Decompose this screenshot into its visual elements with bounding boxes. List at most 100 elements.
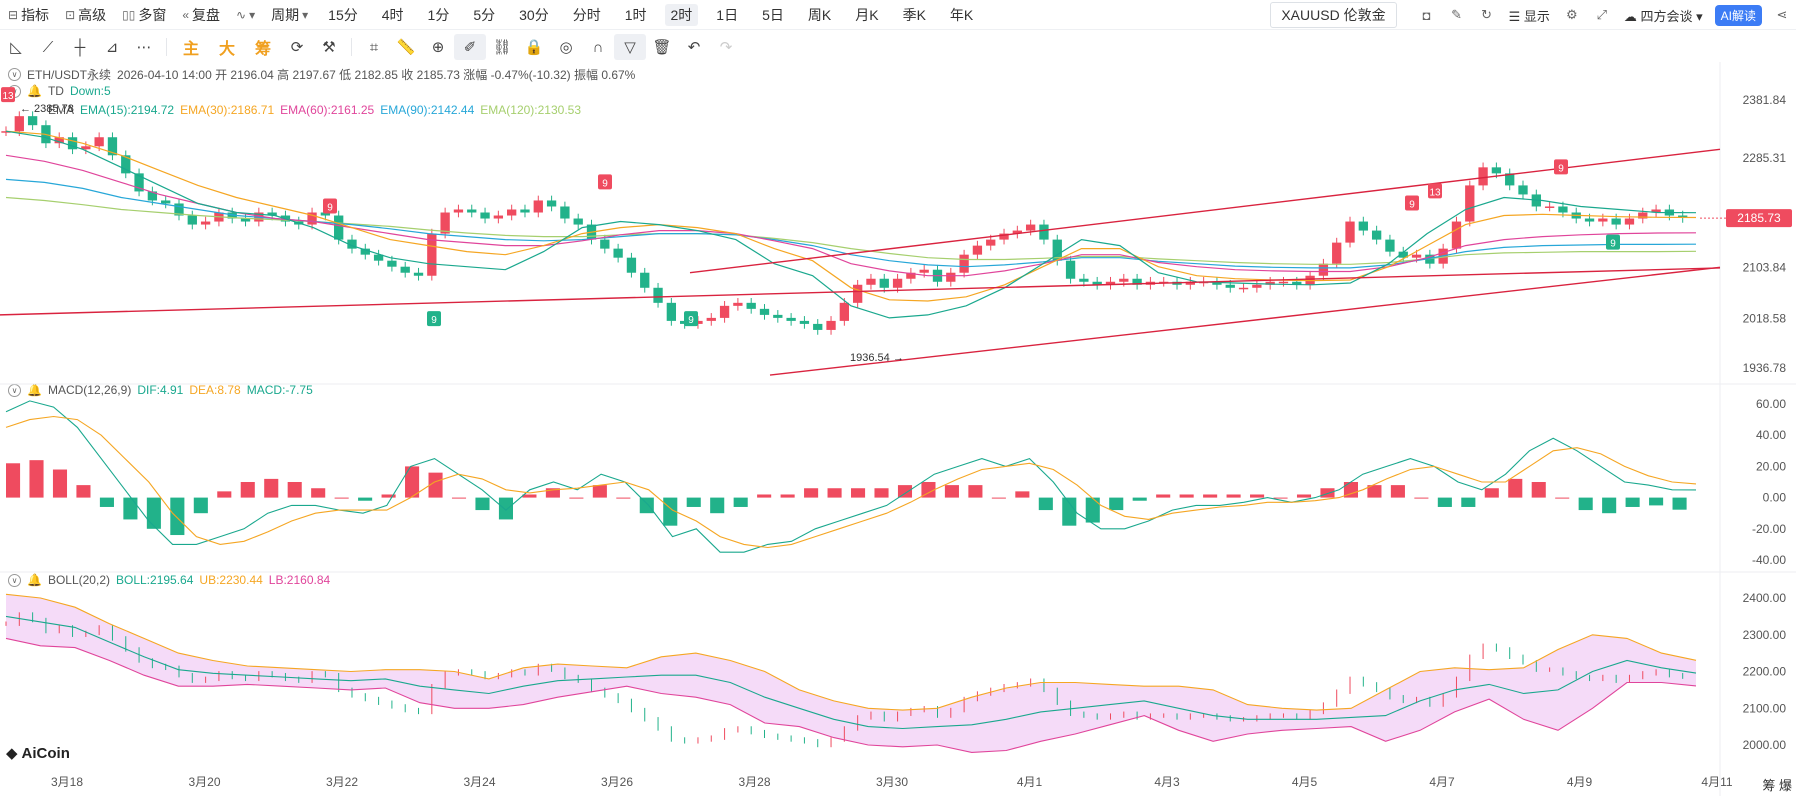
period-tab[interactable]: 5日: [762, 6, 784, 23]
trend-angle-icon[interactable]: ◺: [10, 39, 22, 56]
macd-hist-bar: [1508, 478, 1523, 498]
aicoin-logo: ◆ AiCoin: [6, 744, 70, 763]
candle-body: [14, 116, 24, 132]
period-tab[interactable]: 15分: [328, 6, 358, 23]
big-order-button[interactable]: 大: [218, 41, 235, 58]
price-tick-label: 2381.84: [1743, 93, 1787, 107]
candle-body: [1092, 281, 1102, 285]
period-tab[interactable]: 1分: [427, 6, 450, 23]
candle-body: [507, 209, 517, 216]
x-tick-label: 3月26: [601, 775, 633, 789]
bell-icon[interactable]: 🔔: [27, 383, 42, 397]
channel-upper-line: [689, 148, 1721, 274]
candle-body: [852, 284, 863, 303]
multi-window-label: 多窗: [138, 6, 167, 23]
candle-body: [480, 212, 490, 219]
macd-hist-bar: [545, 488, 560, 498]
candle-body: [1518, 185, 1528, 195]
eye-icon[interactable]: ◎: [559, 39, 573, 56]
candle-body: [1411, 254, 1422, 258]
line-tool-icon[interactable]: ⟋: [42, 38, 54, 56]
period-tab[interactable]: 4时: [381, 6, 404, 23]
x-tick-label: 4月5: [1292, 775, 1318, 789]
period-tab[interactable]: 分时: [572, 6, 601, 23]
macd-hist-bar: [1484, 488, 1499, 498]
zoom-icon[interactable]: ⊕: [431, 39, 445, 56]
macd-hist-bar: [311, 488, 326, 498]
fib-tool-icon[interactable]: ⊿: [105, 39, 119, 56]
undo-icon[interactable]: ↶: [687, 39, 701, 56]
candle-body: [1451, 221, 1462, 249]
indicator-icon: ⊟: [8, 7, 19, 22]
more-tools-icon[interactable]: ⋯: [136, 39, 152, 56]
link-icon[interactable]: ⛓: [492, 39, 512, 56]
trash-icon[interactable]: 🗑: [652, 39, 672, 56]
candle-body: [200, 221, 211, 225]
lock-icon[interactable]: 🔒: [524, 39, 544, 56]
macd-hist-bar: [1273, 497, 1288, 499]
candle-body: [879, 278, 889, 288]
bell-icon[interactable]: 🔔: [27, 84, 42, 98]
corner-tools[interactable]: 筹 爆: [1762, 778, 1792, 793]
redo-icon[interactable]: ↷: [719, 39, 733, 56]
collapse-icon[interactable]: ∨: [8, 68, 21, 81]
candle-body: [67, 137, 78, 150]
macd-hist-bar: [944, 485, 959, 498]
crop-icon[interactable]: ⌗: [369, 38, 379, 56]
brush-icon[interactable]: ✐: [454, 34, 486, 60]
period-tab[interactable]: 5分: [473, 6, 496, 23]
macd-hist-bar: [1367, 485, 1382, 498]
draw-tool-icon[interactable]: ⚒: [322, 39, 336, 56]
macd-hist-bar: [475, 497, 490, 511]
refresh-icon[interactable]: ↻: [1481, 7, 1493, 22]
indicator-button[interactable]: ⊟ 指标: [0, 0, 57, 30]
macd-hist-bar: [827, 488, 842, 498]
period-button[interactable]: 周期 ▾: [263, 0, 316, 30]
advanced-button[interactable]: ⊡ 高级: [57, 0, 114, 30]
ruler-icon[interactable]: 📏: [396, 39, 416, 56]
kline-chart[interactable]: 2381.84 2285.31 2185.73 2103.84 2018.58 1936.…: [0, 62, 1796, 796]
top-toolbar: ⊟ 指标 ⊡ 高级 ▯▯ 多窗 «复盘 ∿ ▾ 周期 ▾ 15分 4时 1分 5分 30分 分时 1时…: [0, 0, 1796, 30]
display-button[interactable]: ☰ 显示: [1503, 6, 1556, 25]
period-tab[interactable]: 30分: [519, 6, 549, 23]
macd-hist-bar: [170, 497, 185, 536]
compare-symbol-pill[interactable]: XAUUSD 伦敦金: [1270, 2, 1397, 28]
multi-window-button[interactable]: ▯▯ 多窗: [114, 0, 174, 30]
candle-body: [467, 209, 477, 213]
wave-button[interactable]: ∿ ▾: [228, 0, 263, 30]
share-icon[interactable]: ⋖: [1776, 7, 1788, 22]
main-indicator-button[interactable]: 主: [182, 41, 199, 58]
macd-hist-bar: [851, 488, 866, 498]
period-tab[interactable]: 1日: [716, 6, 739, 23]
macd-hist-bar: [264, 478, 279, 498]
period-tab[interactable]: 2时: [664, 3, 699, 26]
collapse-icon[interactable]: ∨: [8, 573, 21, 587]
filter-icon[interactable]: ▽: [614, 34, 646, 60]
magnet-icon[interactable]: ∩: [592, 38, 604, 56]
settings-icon[interactable]: ⚙: [1566, 7, 1578, 22]
ai-analysis-button[interactable]: AI解读: [1714, 4, 1762, 26]
period-tab[interactable]: 周K: [807, 6, 832, 23]
period-tab[interactable]: 1时: [624, 6, 647, 23]
candle-body: [546, 200, 557, 207]
ema30-label: EMA(30):2186.71: [180, 103, 275, 117]
meeting-button[interactable]: ☁ 四方会谈 ▾: [1618, 6, 1709, 25]
chips-button[interactable]: 筹: [254, 41, 271, 58]
candle-body: [999, 233, 1009, 240]
bell-icon[interactable]: 🔔: [27, 573, 42, 587]
candle-body: [1651, 209, 1661, 213]
period-tab[interactable]: 年K: [949, 6, 974, 23]
horizontal-line-icon[interactable]: ┼: [74, 38, 86, 56]
restore-button[interactable]: «复盘: [174, 0, 228, 30]
camera-icon[interactable]: ◘: [1422, 7, 1431, 23]
sync-icon[interactable]: ⟳: [290, 39, 304, 56]
candle-body: [54, 137, 64, 144]
x-tick-label: 3月20: [188, 775, 220, 789]
macd-hist-bar: [381, 494, 396, 498]
candle-body: [400, 266, 410, 273]
period-tab[interactable]: 季K: [902, 6, 926, 23]
pencil-icon[interactable]: ✎: [1451, 7, 1463, 22]
fullscreen-icon[interactable]: ⤢: [1596, 7, 1608, 22]
period-tab[interactable]: 月K: [855, 6, 879, 23]
candle-body: [759, 308, 770, 315]
